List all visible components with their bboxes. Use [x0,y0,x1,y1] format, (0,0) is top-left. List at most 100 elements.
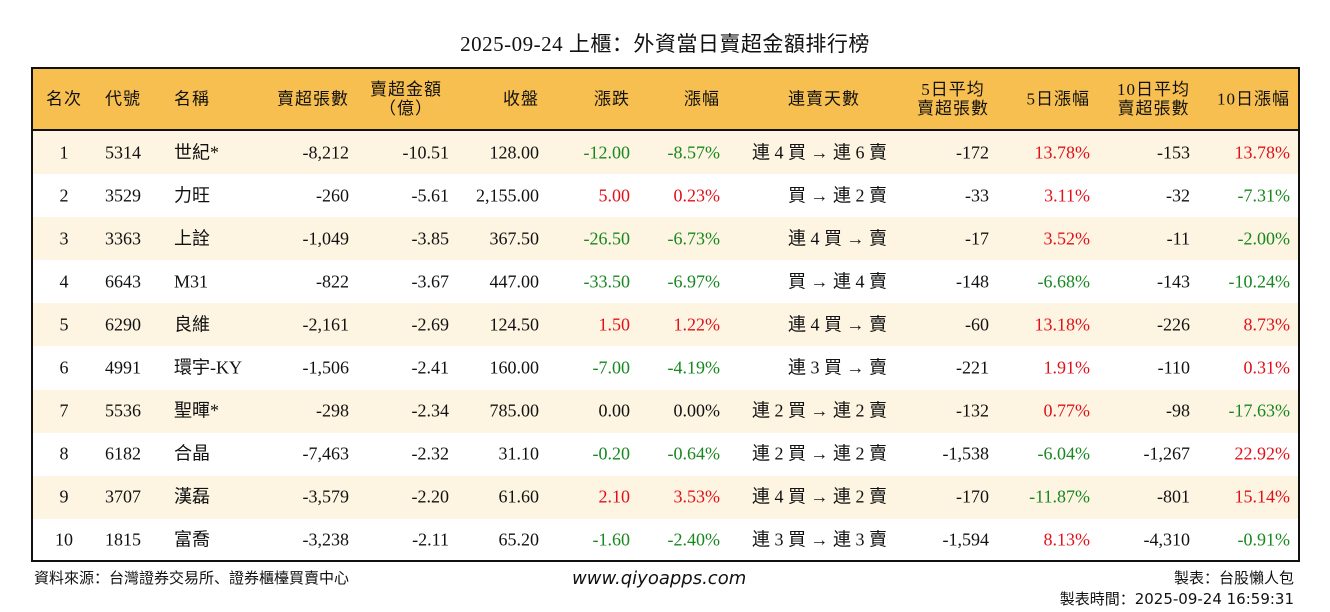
cell-code: 6290 [105,314,141,335]
cell-avg5-volume: -221 [956,357,989,378]
made-time: 製表時間：2025-09-24 16:59:31 [1059,590,1294,608]
cell-net-sell-volume: -2,161 [302,314,350,335]
cell-streak: 連 3 買 → 賣 [788,357,887,378]
cell-change: 5.00 [598,185,631,206]
website-link[interactable]: www.qiyoapps.com [572,568,747,589]
cell-rank: 5 [59,314,69,335]
cell-avg5-volume: -17 [965,228,989,249]
cell-streak: 連 4 買 → 賣 [788,314,887,335]
page-title: 2025-09-24 上櫃：外資當日賣超金額排行榜 [460,32,870,56]
cell-code: 5536 [105,400,141,421]
cell-avg10-volume: -1,267 [1143,443,1191,464]
cell-net-sell-volume: -260 [316,185,349,206]
cell-pct5: -6.04% [1037,443,1091,464]
cell-streak: 連 4 買 → 賣 [788,228,887,249]
cell-streak: 連 2 買 → 連 2 賣 [752,443,887,464]
cell-name: 合晶 [174,443,210,464]
ranking-table: 名次 代號 名稱 賣超張數 賣超金額 （億） 收盤 漲跌 漲幅 連賣天數 5日平均 賣超張數 5日漲… [31,67,1300,562]
cell-avg10-volume: -32 [1166,185,1190,206]
cell-change-pct: 0.00% [673,400,721,421]
header-net-sell-volume: 賣超張數 [277,89,349,109]
cell-rank: 8 [59,443,69,464]
cell-avg10-volume: -11 [1166,228,1190,249]
cell-streak: 買 → 連 4 賣 [788,271,887,292]
table-row: 7 5536 聖暉* -298 -2.34 785.00 0.00 0.00% 連 2 買 → … [33,389,1298,433]
table-row: 3 3363 上詮 -1,049 -3.85 367.50 -26.50 -6.73% 連 4 … [33,217,1298,261]
cell-pct10: 13.78% [1234,142,1291,163]
cell-rank: 9 [59,486,69,507]
cell-rank: 7 [59,400,69,421]
cell-change: -7.00 [592,357,631,378]
cell-name: 聖暉* [174,400,219,421]
cell-pct5: 13.78% [1034,142,1091,163]
table-row: 6 4991 環宇-KY -1,506 -2.41 160.00 -7.00 -4.19% 連 … [33,346,1298,389]
cell-change: -26.50 [583,228,631,249]
header-change: 漲跌 [594,89,630,109]
cell-avg5-volume: -1,594 [942,529,990,550]
cell-pct10: 8.73% [1243,314,1291,335]
cell-net-sell-amount: -2.32 [411,443,450,464]
cell-net-sell-amount: -2.20 [411,486,450,507]
table-row: 8 6182 合晶 -7,463 -2.32 31.10 -0.20 -0.64% 連 2 買 … [33,433,1298,476]
cell-avg10-volume: -4,310 [1143,529,1191,550]
cell-avg10-volume: -801 [1157,486,1190,507]
cell-pct10: 15.14% [1234,486,1291,507]
table-row: 4 6643 M31 -822 -3.67 447.00 -33.50 -6.97% 買 → 連… [33,260,1298,303]
cell-rank: 2 [59,185,69,206]
cell-name: 富喬 [174,529,210,550]
table-header: 名次 代號 名稱 賣超張數 賣超金額 （億） 收盤 漲跌 漲幅 連賣天數 5日平均 賣超張數 5日漲… [33,69,1298,131]
cell-change-pct: -6.73% [667,228,721,249]
cell-rank: 4 [59,271,69,292]
cell-change-pct: -4.19% [667,357,721,378]
cell-pct5: -6.68% [1037,271,1091,292]
cell-pct5: -11.87% [1029,486,1090,507]
table-row: 1 5314 世紀* -8,212 -10.51 128.00 -12.00 -8.57% 連 … [33,131,1298,175]
cell-change-pct: 0.23% [673,185,721,206]
cell-net-sell-amount: -3.67 [411,271,450,292]
cell-avg5-volume: -170 [956,486,989,507]
cell-code: 6643 [105,271,141,292]
cell-avg5-volume: -132 [956,400,989,421]
header-pct10: 10日漲幅 [1217,89,1290,109]
table-row: 5 6290 良維 -2,161 -2.69 124.50 1.50 1.22% 連 4 買 →… [33,303,1298,347]
cell-net-sell-amount: -2.69 [411,314,450,335]
cell-net-sell-amount: -2.11 [412,529,449,550]
cell-pct10: 22.92% [1234,443,1291,464]
cell-avg10-volume: -226 [1157,314,1190,335]
cell-avg10-volume: -110 [1157,357,1190,378]
cell-net-sell-amount: -10.51 [402,142,450,163]
cell-change-pct: -2.40% [667,529,721,550]
cell-close: 2,155.00 [476,185,539,206]
cell-name: 力旺 [174,185,210,206]
header-name: 名稱 [174,89,210,109]
cell-avg5-volume: -1,538 [942,443,990,464]
cell-pct10: -0.91% [1237,529,1291,550]
table-row: 9 3707 漢磊 -3,579 -2.20 61.60 2.10 3.53% 連 4 買 → … [33,475,1298,519]
cell-net-sell-volume: -298 [316,400,349,421]
cell-change-pct: 3.53% [673,486,721,507]
cell-avg10-volume: -153 [1157,142,1190,163]
cell-change: -1.60 [592,529,631,550]
header-pct5: 5日漲幅 [1026,89,1090,109]
cell-close: 785.00 [489,400,540,421]
cell-net-sell-amount: -5.61 [411,185,450,206]
cell-pct5: 1.91% [1043,357,1091,378]
header-rank: 名次 [46,89,82,109]
cell-code: 5314 [105,142,141,163]
cell-change-pct: 1.22% [673,314,721,335]
cell-avg5-volume: -148 [956,271,989,292]
header-close: 收盤 [503,89,539,109]
header-net-sell-amount: 賣超金額 （億） [370,80,442,118]
cell-code: 6182 [105,443,141,464]
cell-net-sell-volume: -3,579 [302,486,350,507]
cell-change-pct: -6.97% [667,271,721,292]
cell-close: 128.00 [489,142,540,163]
table-row: 10 1815 富喬 -3,238 -2.11 65.20 -1.60 -2.40% 連 3 買… [33,519,1298,562]
header-change-pct: 漲幅 [684,89,720,109]
cell-close: 31.10 [498,443,540,464]
cell-avg10-volume: -143 [1157,271,1190,292]
cell-avg5-volume: -60 [965,314,989,335]
cell-pct10: -7.31% [1237,185,1291,206]
cell-name: 環宇-KY [174,357,242,378]
cell-code: 1815 [105,529,141,550]
